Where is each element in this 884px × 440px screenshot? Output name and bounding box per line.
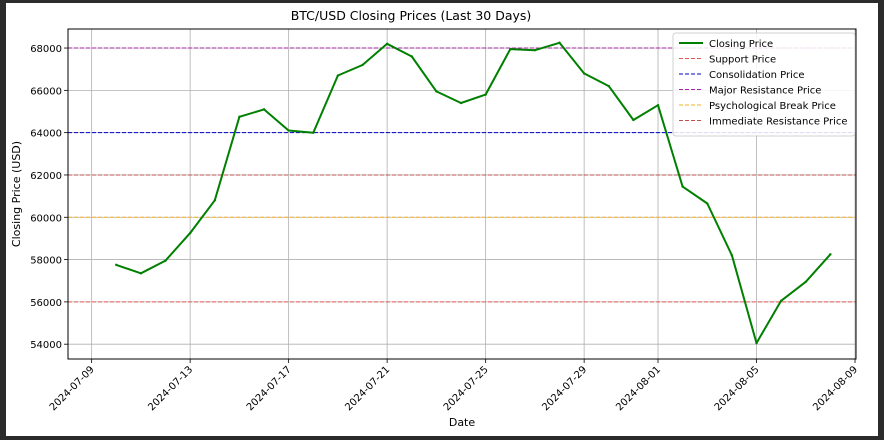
- series-layer: [115, 41, 832, 345]
- data-point: [681, 185, 684, 188]
- x-tick-label: 2024-08-01: [614, 364, 663, 413]
- data-point: [829, 253, 832, 256]
- legend-box: [672, 32, 856, 137]
- data-point: [164, 259, 167, 262]
- legend-label: Immediate Resistance Price: [709, 117, 848, 128]
- data-point: [188, 231, 192, 235]
- data-point: [755, 341, 758, 345]
- data-point: [385, 42, 389, 46]
- data-point: [139, 272, 143, 275]
- x-tick-label: 2024-07-17: [245, 364, 294, 413]
- y-tick-label: 58000: [30, 256, 62, 267]
- x-tick-label: 2024-08-09: [811, 364, 860, 413]
- data-point: [779, 299, 783, 303]
- x-tick-label: 2024-07-25: [442, 364, 491, 413]
- data-point: [484, 93, 487, 96]
- y-tick-label: 66000: [30, 86, 62, 97]
- data-point: [459, 101, 463, 105]
- plot-area: [67, 28, 857, 360]
- data-point: [435, 90, 438, 93]
- legend: Closing Price Support Price Consolidation …: [672, 32, 856, 137]
- line-chart: BTC/USD Closing Prices (Last 30 Days) 54…: [10, 8, 860, 429]
- data-point: [706, 202, 709, 205]
- y-tick-label: 54000: [30, 340, 62, 351]
- y-tick-label: 64000: [30, 129, 62, 140]
- data-point: [558, 41, 561, 44]
- data-point: [410, 55, 413, 58]
- data-point: [582, 72, 586, 75]
- data-point: [730, 254, 734, 257]
- data-point: [287, 129, 290, 132]
- legend-label: Consolidation Price: [709, 70, 805, 81]
- y-tick-label: 56000: [30, 298, 62, 309]
- data-point: [361, 63, 364, 67]
- data-point: [656, 103, 660, 107]
- data-point: [238, 115, 241, 118]
- x-axis: 2024-07-09 2024-07-13 2024-07-17 2024-07-21…: [48, 359, 860, 413]
- y-tick-label: 68000: [30, 44, 62, 55]
- legend-label: Major Resistance Price: [709, 86, 821, 97]
- chart-title: BTC/USD Closing Prices (Last 30 Days): [291, 8, 532, 23]
- figure: BTC/USD Closing Prices (Last 30 Days) 54…: [6, 3, 878, 436]
- data-point: [607, 84, 610, 88]
- y-tick-label: 60000: [30, 213, 62, 224]
- legend-label: Support Price: [709, 55, 776, 66]
- x-tick-label: 2024-07-29: [540, 364, 589, 413]
- data-point: [533, 48, 537, 52]
- data-point: [804, 280, 807, 283]
- x-tick-label: 2024-08-05: [713, 364, 762, 413]
- x-tick-label: 2024-07-21: [343, 364, 392, 413]
- data-point: [213, 199, 216, 202]
- x-tick-label: 2024-07-09: [48, 364, 97, 413]
- x-tick-label: 2024-07-13: [146, 364, 195, 413]
- y-axis-label: Closing Price (USD): [10, 141, 23, 247]
- data-point: [115, 263, 118, 267]
- series-line: [115, 41, 832, 345]
- data-point: [262, 108, 266, 111]
- y-tick-label: 62000: [30, 171, 62, 182]
- y-axis: 54000 56000 58000 60000 62000 64000 66000 68000: [30, 44, 68, 351]
- data-point: [509, 47, 512, 51]
- data-point: [336, 74, 340, 77]
- x-axis-label: Date: [449, 416, 476, 429]
- legend-label: Closing Price: [709, 39, 773, 50]
- data-point: [632, 118, 635, 122]
- legend-label: Psychological Break Price: [709, 101, 836, 112]
- data-point: [312, 131, 315, 134]
